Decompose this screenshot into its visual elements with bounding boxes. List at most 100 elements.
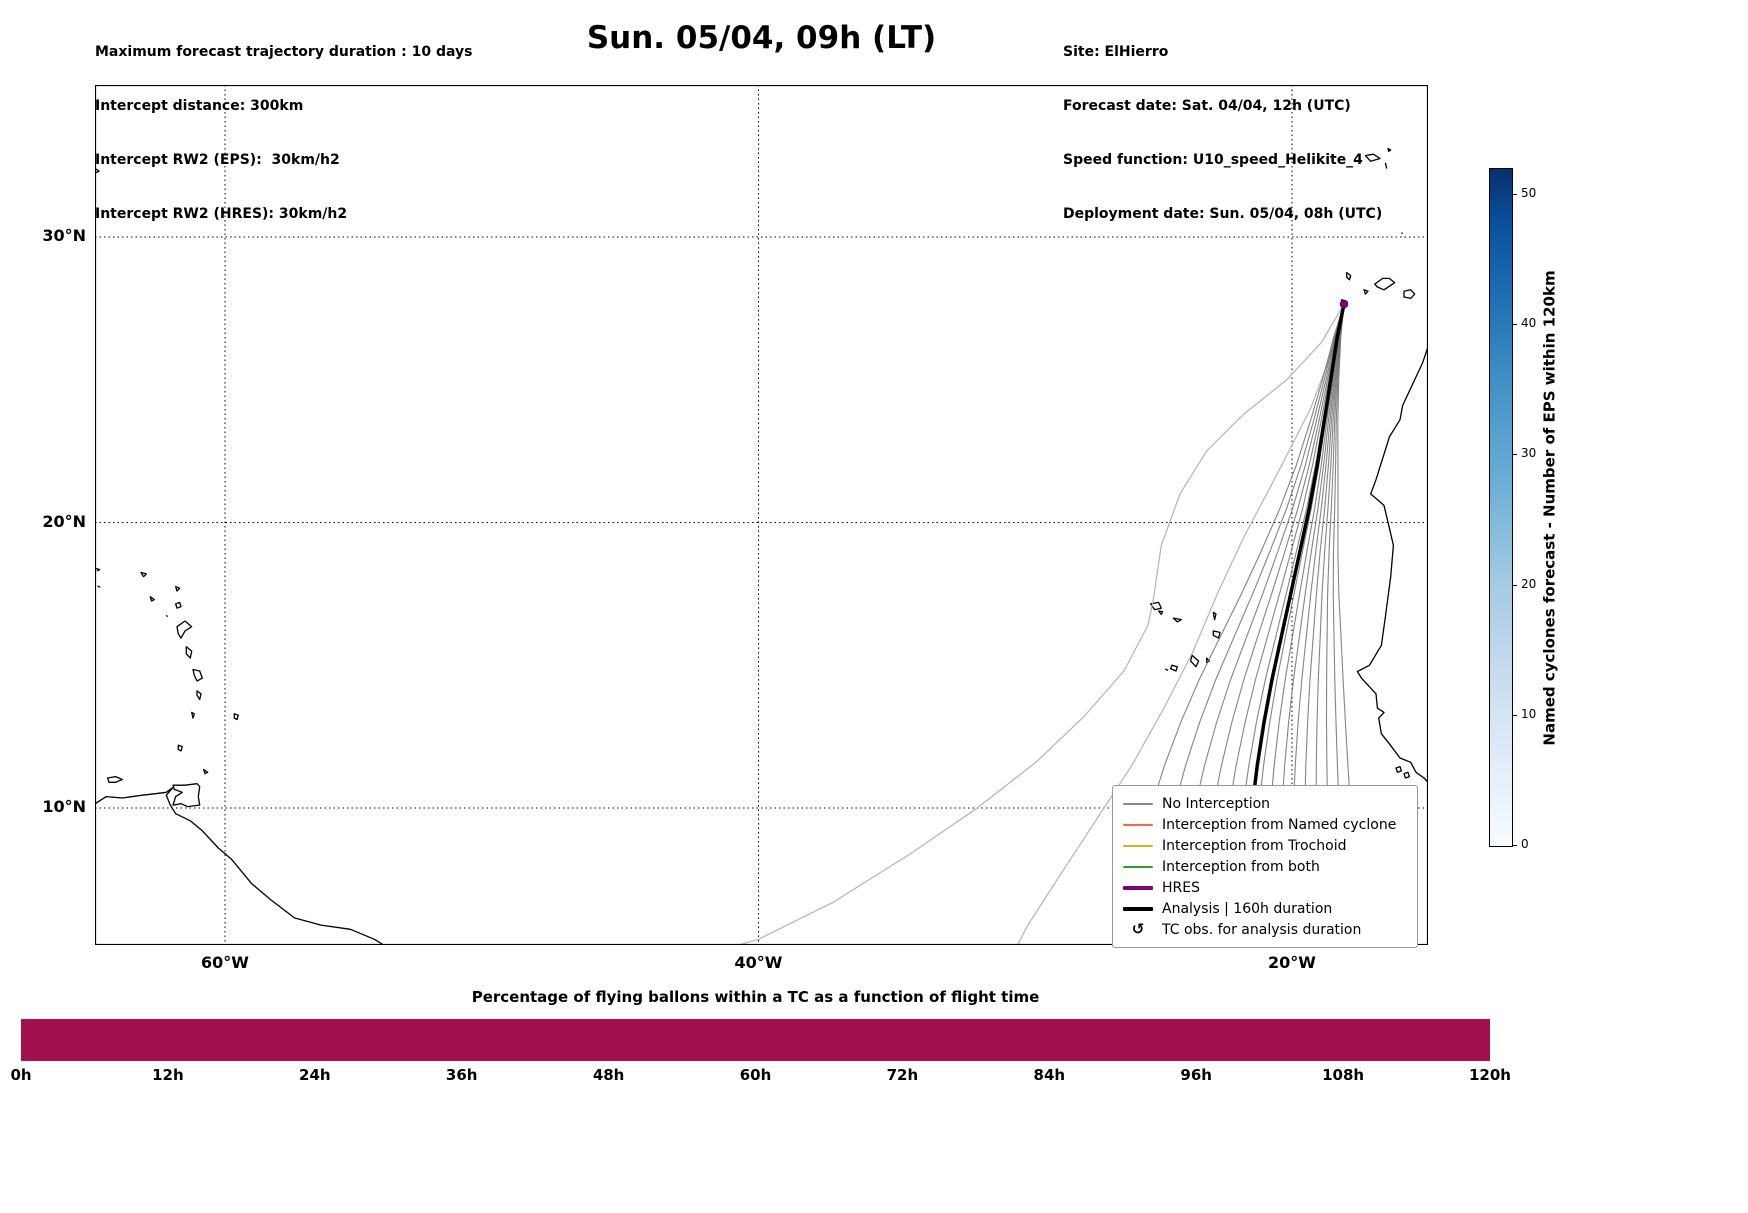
legend-line-sample bbox=[1123, 844, 1153, 847]
legend-line-swatch bbox=[1123, 823, 1153, 826]
coastline-barbados bbox=[233, 713, 239, 721]
flight-time-tick-label: 120h bbox=[1469, 1066, 1511, 1084]
coastline-st-lucia bbox=[196, 690, 202, 701]
flight-time-tick-label: 60h bbox=[739, 1066, 772, 1084]
trajectory-outlier-0 bbox=[738, 303, 1345, 945]
coastline-cv-fogo bbox=[1169, 664, 1178, 672]
legend-line-sample bbox=[1123, 823, 1153, 826]
cyclone-symbol: ↺ bbox=[1131, 920, 1145, 938]
coastline-cv-boa-vista bbox=[1212, 630, 1221, 639]
colorbar-tick-mark bbox=[1512, 324, 1517, 326]
colorbar-tick-label: 20 bbox=[1521, 576, 1537, 591]
legend-line-sample bbox=[1123, 885, 1153, 890]
flight-time-tick-label: 84h bbox=[1033, 1066, 1066, 1084]
coastline-st-croix bbox=[97, 585, 101, 588]
colorbar-label: Named cyclones forecast - Number of EPS … bbox=[1541, 269, 1559, 746]
figure-title: Sun. 05/04, 09h (LT) bbox=[586, 20, 937, 56]
coastline-tobago bbox=[203, 768, 209, 775]
colorbar-label-wrap: Named cyclones forecast - Number of EPS … bbox=[1528, 85, 1572, 930]
legend-line-swatch bbox=[1123, 906, 1153, 911]
legend-line-swatch bbox=[1123, 802, 1153, 805]
colorbar-tick-label: 30 bbox=[1521, 446, 1537, 461]
legend-line-swatch bbox=[1123, 865, 1153, 868]
forecast-date-line: Forecast date: Sat. 04/04, 12h (UTC) bbox=[1063, 98, 1351, 114]
forecast-settings-block: Maximum forecast trajectory duration : 1… bbox=[95, 7, 472, 259]
colorbar-tick-mark bbox=[1512, 845, 1517, 846]
flight-time-tick-label: 12h bbox=[152, 1066, 184, 1084]
legend-item: Interception from Trochoid bbox=[1123, 835, 1407, 856]
legend-item-label: Interception from both bbox=[1162, 858, 1320, 875]
flight-time-tick-label: 48h bbox=[592, 1066, 625, 1084]
coastline-la-palma bbox=[1346, 272, 1352, 281]
coastline-cv-brava bbox=[1165, 668, 1169, 671]
coastline-la-gomera bbox=[1363, 289, 1369, 295]
legend-item: HRES bbox=[1123, 877, 1407, 898]
tc-obs-icon: ↺ bbox=[1123, 922, 1153, 937]
legend-item-label: Interception from Named cyclone bbox=[1162, 816, 1397, 833]
coastline-africa-west-coast bbox=[1356, 346, 1428, 783]
coastline-bijagos-2 bbox=[1403, 771, 1411, 779]
coastline-dominica bbox=[185, 646, 193, 659]
coastline-martinique bbox=[192, 668, 203, 682]
map-markers bbox=[1339, 299, 1349, 309]
legend-item-label: No Interception bbox=[1162, 795, 1271, 812]
coastline-cv-santiago bbox=[1189, 654, 1200, 668]
coastline-madeira bbox=[1364, 153, 1381, 162]
colorbar-tick-label: 10 bbox=[1521, 706, 1537, 721]
coastline-selvagens bbox=[1401, 232, 1404, 235]
coastline-cv-sal bbox=[1212, 611, 1217, 621]
deployment-date-line: Deployment date: Sun. 05/04, 08h (UTC) bbox=[1063, 206, 1383, 222]
map-legend: No Interception Interception from Named c… bbox=[1112, 785, 1418, 948]
legend-item: Analysis | 160h duration bbox=[1123, 898, 1407, 919]
coastline-anguilla bbox=[140, 571, 147, 578]
site-info-block: Site: ElHierro Forecast date: Sat. 04/04… bbox=[1063, 7, 1382, 259]
lon-tick-label: 60°W bbox=[201, 953, 249, 972]
legend-line-sample bbox=[1123, 906, 1153, 911]
intercept-rw2-eps-line: Intercept RW2 (EPS): 30km/h2 bbox=[95, 152, 340, 168]
colorbar-tick-label: 0 bbox=[1521, 837, 1529, 851]
coastline-grenada bbox=[177, 744, 183, 752]
legend-item: No Interception bbox=[1123, 793, 1407, 814]
legend-item: ↺ TC obs. for analysis duration bbox=[1123, 919, 1407, 940]
coastline-cv-sao-vicente bbox=[1157, 610, 1164, 616]
speed-function-line: Speed function: U10_speed_Helikite_4 bbox=[1063, 152, 1363, 168]
intercept-distance-line: Intercept distance: 300km bbox=[95, 98, 304, 114]
coastline-antigua bbox=[175, 601, 182, 609]
coastline-st-kitts bbox=[149, 596, 155, 602]
legend-item: Interception from Named cyclone bbox=[1123, 814, 1407, 835]
map-border bbox=[95, 85, 1428, 945]
lat-tick-label: 30°N bbox=[42, 226, 86, 245]
lat-tick-label: 10°N bbox=[42, 797, 86, 816]
legend-item-label: Analysis | 160h duration bbox=[1162, 900, 1333, 917]
coastline-tenerife bbox=[1374, 277, 1396, 291]
flight-time-tick-label: 72h bbox=[886, 1066, 919, 1084]
colorbar bbox=[1489, 168, 1513, 847]
legend-line-swatch bbox=[1123, 885, 1153, 890]
lon-tick-label: 20°W bbox=[1268, 953, 1316, 972]
coastline-bijagos-1 bbox=[1395, 765, 1403, 773]
flight-time-bar bbox=[21, 1019, 1490, 1061]
trajectory-outlier-1 bbox=[1017, 303, 1345, 945]
flight-time-tick-label: 108h bbox=[1322, 1066, 1365, 1084]
coastline-desertas bbox=[1384, 162, 1388, 169]
map-coastlines bbox=[95, 147, 1428, 945]
colorbar-tick-mark bbox=[1512, 584, 1517, 586]
flight-time-tick-label: 36h bbox=[445, 1066, 478, 1084]
legend-item-label: TC obs. for analysis duration bbox=[1162, 921, 1362, 938]
lat-tick-label: 20°N bbox=[42, 511, 86, 531]
legend-item-label: HRES bbox=[1162, 879, 1200, 896]
legend-line-sample bbox=[1123, 865, 1153, 868]
legend-line-sample bbox=[1123, 802, 1153, 805]
coastline-st-vincent bbox=[191, 711, 195, 719]
intercept-rw2-hres-line: Intercept RW2 (HRES): 30km/h2 bbox=[95, 206, 348, 222]
coastline-margarita bbox=[106, 775, 123, 783]
flight-time-tick-label: 0h bbox=[10, 1066, 32, 1084]
legend-item-label: Interception from Trochoid bbox=[1162, 837, 1347, 854]
flight-time-tick-label: 96h bbox=[1180, 1066, 1212, 1084]
colorbar-tick-label: 50 bbox=[1521, 186, 1537, 200]
coastline-bermuda bbox=[95, 167, 100, 174]
max-duration-line: Maximum forecast trajectory duration : 1… bbox=[95, 44, 473, 60]
colorbar-tick-mark bbox=[1512, 714, 1517, 716]
colorbar-tick-mark bbox=[1512, 194, 1517, 195]
